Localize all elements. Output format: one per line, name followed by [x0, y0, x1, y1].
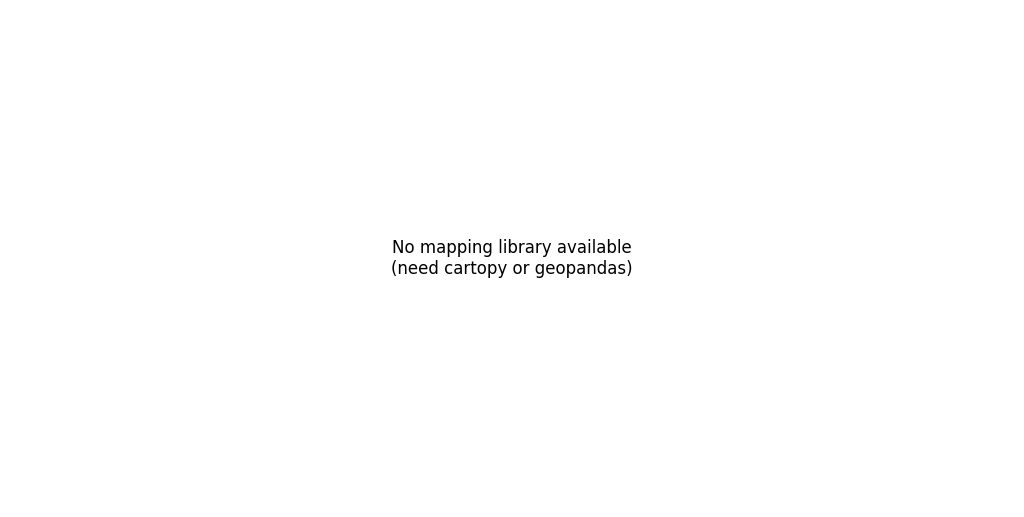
Text: No mapping library available
(need cartopy or geopandas): No mapping library available (need carto…: [391, 239, 633, 278]
